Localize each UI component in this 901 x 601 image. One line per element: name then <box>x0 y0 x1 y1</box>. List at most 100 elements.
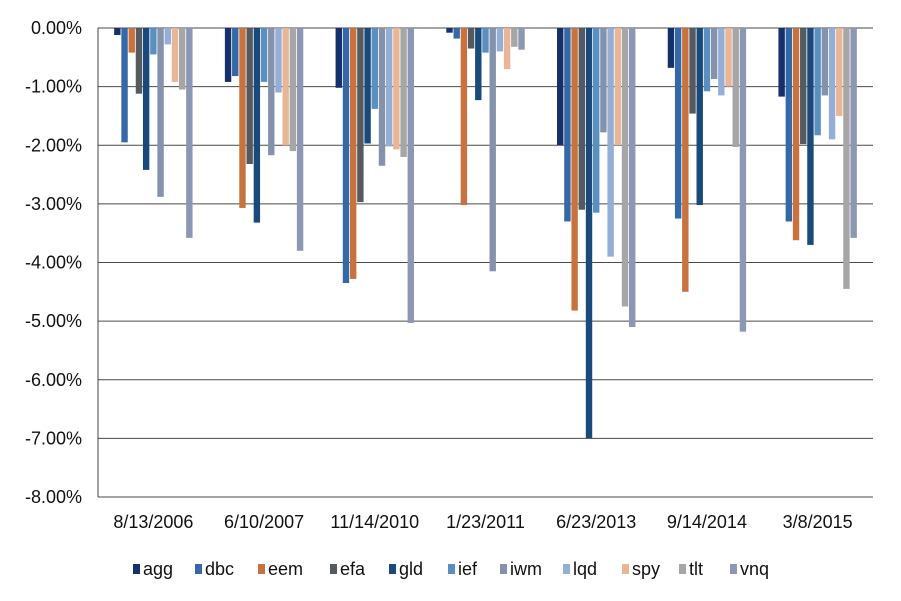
bar-vnq-2 <box>296 28 304 251</box>
x-tick-label: 3/8/2015 <box>783 512 853 532</box>
legend-swatch-vnq <box>730 564 737 574</box>
legend-label-eem: eem <box>268 559 303 579</box>
bar-vnq-6 <box>739 28 747 332</box>
bar-vnq-5 <box>629 28 636 327</box>
bar-tlt-5 <box>621 28 629 307</box>
bar-efa-4 <box>467 28 475 49</box>
bar-tlt-3 <box>400 28 407 157</box>
bar-dbc-5 <box>564 28 571 222</box>
bar-ief-5 <box>593 28 600 213</box>
bar-tlt-7 <box>843 28 850 289</box>
x-tick-label: 1/23/2011 <box>446 512 525 532</box>
legend-swatch-eem <box>258 564 265 574</box>
bar-dbc-1 <box>121 28 128 143</box>
bar-ief-2 <box>260 28 268 82</box>
bar-agg-1 <box>114 28 121 36</box>
bar-gld-6 <box>696 28 703 206</box>
bar-eem-1 <box>128 28 135 53</box>
bar-efa-3 <box>357 28 364 203</box>
bar-spy-2 <box>282 28 289 146</box>
bar-efa-1 <box>135 28 143 94</box>
legend-label-agg: agg <box>143 559 173 579</box>
y-tick-label: -3.00% <box>25 194 82 214</box>
bar-eem-2 <box>239 28 246 208</box>
bar-gld-3 <box>364 28 371 144</box>
bar-lqd-7 <box>828 28 836 140</box>
bar-agg-2 <box>224 28 232 82</box>
bar-lqd-3 <box>385 28 393 147</box>
bar-iwm-7 <box>821 28 829 96</box>
bar-lqd-6 <box>718 28 725 96</box>
bar-tlt-1 <box>178 28 186 90</box>
bar-vnq-1 <box>186 28 193 238</box>
bar-eem-6 <box>682 28 689 292</box>
y-tick-label: -2.00% <box>25 135 82 155</box>
bar-dbc-6 <box>674 28 682 219</box>
x-tick-label: 6/10/2007 <box>224 512 304 532</box>
legend-swatch-ief <box>448 564 455 574</box>
legend-swatch-agg <box>133 564 140 574</box>
bar-agg-3 <box>335 28 342 88</box>
x-tick-label: 9/14/2014 <box>667 512 747 532</box>
legend-label-ief: ief <box>458 559 478 579</box>
legend-label-gld: gld <box>399 559 423 579</box>
y-tick-label: -5.00% <box>25 311 82 331</box>
bar-tlt-4 <box>511 28 518 47</box>
bar-ief-4 <box>482 28 489 53</box>
bar-spy-6 <box>725 28 732 87</box>
bar-gld-7 <box>807 28 814 245</box>
bar-spy-1 <box>171 28 179 82</box>
bar-lqd-5 <box>607 28 614 257</box>
legend: agg dbc eem efa gld ief iwm lqd spy tlt vnq <box>133 559 769 579</box>
legend-swatch-gld <box>389 564 396 574</box>
bar-spy-4 <box>503 28 511 70</box>
y-tick-label: 0.00% <box>31 18 82 38</box>
bar-efa-2 <box>246 28 253 165</box>
bar-ief-3 <box>371 28 378 109</box>
bar-efa-6 <box>689 28 696 114</box>
legend-swatch-tlt <box>679 564 686 574</box>
bar-spy-7 <box>836 28 843 116</box>
bar-eem-3 <box>349 28 357 279</box>
y-tick-label: -6.00% <box>25 370 82 390</box>
x-tick-label: 6/23/2013 <box>556 512 636 532</box>
bar-efa-5 <box>578 28 586 210</box>
legend-swatch-spy <box>622 564 629 574</box>
bar-agg-5 <box>557 28 564 146</box>
bar-tlt-2 <box>289 28 297 152</box>
bar-gld-4 <box>475 28 482 101</box>
bar-eem-4 <box>460 28 468 206</box>
bar-lqd-2 <box>275 28 282 93</box>
bar-dbc-3 <box>342 28 350 284</box>
bar-iwm-2 <box>268 28 275 156</box>
bar-eem-5 <box>571 28 578 311</box>
y-tick-labels: 0.00% -1.00% -2.00% -3.00% -4.00% -5.00% -6.00… <box>25 18 82 507</box>
bar-lqd-4 <box>496 28 504 52</box>
bar-spy-3 <box>393 28 400 150</box>
bar-agg-7 <box>778 28 785 97</box>
bar-efa-7 <box>800 28 807 145</box>
legend-label-vnq: vnq <box>740 559 769 579</box>
bar-iwm-6 <box>710 28 718 80</box>
legend-label-efa: efa <box>340 559 366 579</box>
bar-series <box>114 28 857 439</box>
y-tick-label: -7.00% <box>25 428 82 448</box>
bar-ief-7 <box>814 28 821 136</box>
legend-swatch-lqd <box>563 564 570 574</box>
bar-dbc-2 <box>232 28 239 77</box>
bar-vnq-7 <box>850 28 857 238</box>
legend-label-tlt: tlt <box>689 559 703 579</box>
legend-label-dbc: dbc <box>205 559 234 579</box>
x-tick-label: 11/14/2010 <box>330 512 419 532</box>
y-tick-label: -1.00% <box>25 77 82 97</box>
bar-gld-5 <box>585 28 593 439</box>
bar-dbc-7 <box>785 28 793 222</box>
bar-ief-6 <box>703 28 711 92</box>
bar-dbc-4 <box>453 28 460 39</box>
legend-swatch-iwm <box>500 564 507 574</box>
legend-label-iwm: iwm <box>510 559 542 579</box>
bar-ief-1 <box>150 28 157 55</box>
legend-label-spy: spy <box>632 559 660 579</box>
bar-vnq-4 <box>518 28 525 50</box>
